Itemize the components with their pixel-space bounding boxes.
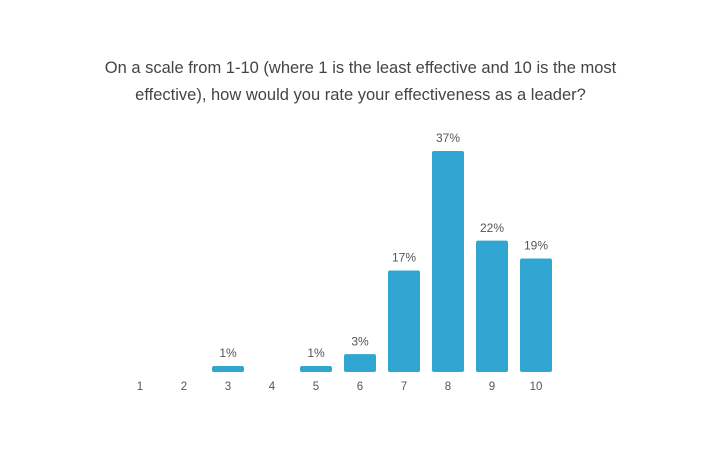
x-tick-label: 2 <box>181 381 187 393</box>
value-label: 3% <box>351 334 369 348</box>
x-tick-label: 6 <box>357 381 363 393</box>
x-tick-label: 3 <box>225 381 231 393</box>
bar <box>476 240 508 372</box>
x-tick-label: 4 <box>269 381 276 393</box>
x-tick-label: 1 <box>137 381 143 393</box>
chart-title: On a scale from 1-10 (where 1 is the lea… <box>104 59 617 104</box>
x-tick-label: 10 <box>530 381 543 393</box>
bar <box>388 270 420 372</box>
bar <box>432 151 464 372</box>
bar <box>520 258 552 372</box>
bar <box>300 366 332 372</box>
value-label: 1% <box>219 346 237 360</box>
bar <box>344 354 376 372</box>
x-tick-label: 5 <box>313 381 319 393</box>
value-label: 19% <box>524 239 548 253</box>
value-label: 22% <box>480 221 504 235</box>
bar <box>212 366 244 372</box>
x-tick-label: 9 <box>489 381 495 393</box>
value-label: 1% <box>307 346 325 360</box>
value-label: 17% <box>392 251 416 265</box>
x-tick-label: 7 <box>401 381 407 393</box>
x-tick-label: 8 <box>445 381 451 393</box>
value-label: 37% <box>436 131 460 145</box>
